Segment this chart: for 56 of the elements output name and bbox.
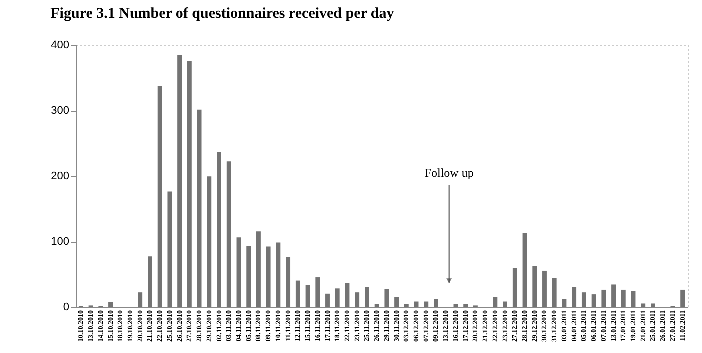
bar bbox=[335, 288, 340, 307]
bar bbox=[532, 266, 538, 307]
bar bbox=[306, 285, 310, 307]
bar bbox=[217, 152, 222, 307]
bar bbox=[364, 287, 370, 307]
bar bbox=[207, 176, 212, 307]
bar bbox=[197, 110, 202, 307]
bar bbox=[493, 297, 498, 307]
bar bbox=[316, 278, 320, 307]
bar bbox=[178, 55, 182, 307]
bar bbox=[522, 232, 528, 307]
bar bbox=[355, 292, 360, 307]
bar bbox=[562, 299, 567, 307]
bar bbox=[276, 242, 281, 307]
bar bbox=[641, 304, 646, 307]
bar bbox=[552, 278, 557, 307]
bar bbox=[542, 270, 547, 307]
bar bbox=[592, 294, 596, 307]
bar bbox=[582, 292, 586, 307]
bar bbox=[512, 268, 518, 307]
bar bbox=[187, 61, 192, 307]
y-tick-label: 100 bbox=[51, 236, 70, 248]
bar bbox=[621, 290, 626, 307]
bar bbox=[345, 283, 350, 307]
y-tick-label: 400 bbox=[51, 40, 70, 52]
bar bbox=[680, 290, 686, 307]
bar bbox=[374, 304, 380, 307]
bar bbox=[326, 294, 330, 307]
bar bbox=[266, 246, 271, 307]
bar bbox=[286, 257, 291, 307]
bar bbox=[503, 302, 508, 307]
bar bbox=[226, 162, 232, 307]
bar bbox=[394, 297, 400, 307]
bar bbox=[168, 192, 172, 307]
y-tick-label: 0 bbox=[63, 302, 70, 314]
bar bbox=[572, 287, 577, 307]
bar bbox=[424, 302, 429, 307]
chart-title: Figure 3.1 Number of questionnaires received per day bbox=[50, 6, 395, 22]
y-tick-label: 200 bbox=[51, 170, 70, 182]
bar bbox=[108, 302, 113, 307]
bar bbox=[158, 86, 162, 307]
bar bbox=[464, 304, 468, 307]
bar bbox=[602, 290, 606, 307]
bar bbox=[236, 238, 242, 307]
y-tick-label: 300 bbox=[51, 105, 70, 117]
bar bbox=[256, 232, 261, 307]
bar bbox=[138, 292, 143, 307]
annotation: Follow up bbox=[424, 166, 474, 180]
bar bbox=[246, 246, 252, 307]
bar bbox=[404, 304, 409, 307]
bar bbox=[651, 304, 656, 307]
bar bbox=[384, 289, 390, 307]
bar bbox=[148, 256, 152, 307]
bar bbox=[434, 299, 438, 307]
bar bbox=[296, 280, 300, 307]
bar bbox=[612, 284, 616, 307]
